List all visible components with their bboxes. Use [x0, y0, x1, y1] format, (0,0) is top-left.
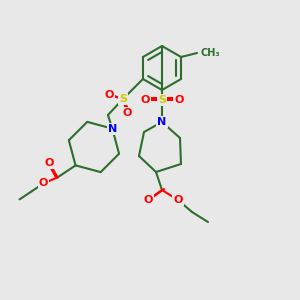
Text: O: O — [173, 195, 183, 205]
Text: N: N — [108, 124, 117, 134]
Text: O: O — [122, 108, 132, 118]
Text: O: O — [104, 90, 114, 100]
Text: O: O — [39, 178, 48, 188]
Text: N: N — [158, 117, 166, 127]
Text: O: O — [45, 158, 54, 168]
Text: O: O — [143, 195, 153, 205]
Text: CH₃: CH₃ — [200, 48, 220, 58]
Text: S: S — [119, 94, 127, 104]
Text: O: O — [140, 95, 150, 105]
Text: S: S — [158, 95, 166, 105]
Text: O: O — [174, 95, 184, 105]
